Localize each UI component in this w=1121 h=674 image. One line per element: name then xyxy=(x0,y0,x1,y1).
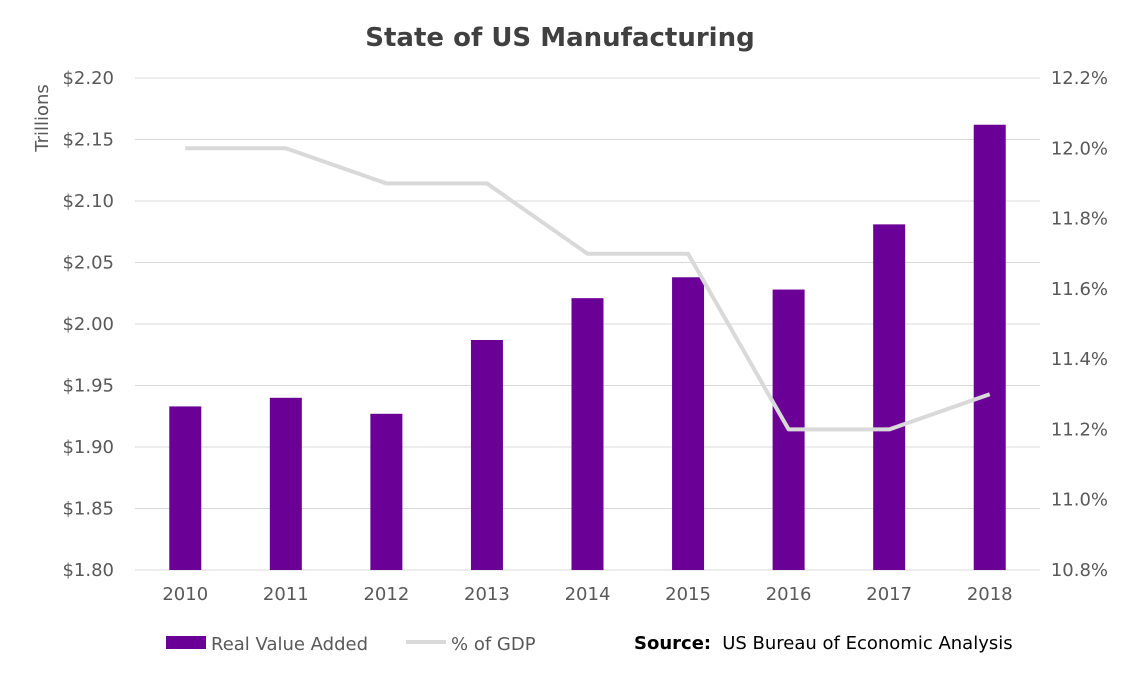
legend-swatch-real-value-added xyxy=(166,636,206,649)
x-axis: 2010 2011 2012 2013 2014 2015 2016 2017 2018 xyxy=(162,584,1012,605)
x-tick-label: 2010 xyxy=(162,584,208,605)
chart-title: State of US Manufacturing xyxy=(365,23,754,53)
bar xyxy=(571,298,604,570)
x-tick-label: 2012 xyxy=(363,584,409,605)
bar xyxy=(370,413,403,570)
y-tick-label-right: 11.4% xyxy=(1051,349,1108,370)
bar-series xyxy=(169,124,1006,571)
bar xyxy=(269,397,302,570)
y-tick-label-left: $2.05 xyxy=(62,253,114,274)
legend: Real Value Added % of GDP xyxy=(166,634,536,655)
bar xyxy=(873,224,906,570)
y-axis-title: Trillions xyxy=(32,84,53,153)
source-note: Source: US Bureau of Economic Analysis xyxy=(634,633,1013,654)
y-tick-label-right: 11.8% xyxy=(1051,209,1108,230)
y-tick-label-right: 12.2% xyxy=(1051,68,1108,89)
y-tick-label-left: $1.95 xyxy=(62,376,114,397)
y-tick-label-left: $2.20 xyxy=(62,68,114,89)
bar xyxy=(672,277,705,570)
y-tick-label-left: $2.15 xyxy=(62,130,114,151)
source-label: Source: xyxy=(634,633,711,654)
x-tick-label: 2014 xyxy=(565,584,611,605)
x-tick-label: 2016 xyxy=(766,584,812,605)
y-tick-label-right: 11.2% xyxy=(1051,419,1108,440)
y-tick-label-left: $1.90 xyxy=(62,437,114,458)
y-tick-label-left: $1.80 xyxy=(62,560,114,581)
bar xyxy=(470,339,503,570)
y-axis-left: $1.80 $1.85 $1.90 $1.95 $2.00 $2.05 $2.10 $2.15… xyxy=(62,68,114,581)
line-series xyxy=(185,146,991,432)
x-tick-label: 2015 xyxy=(665,584,711,605)
legend-label-real-value-added: Real Value Added xyxy=(211,634,368,655)
x-tick-label: 2017 xyxy=(866,584,912,605)
bar xyxy=(169,406,202,570)
source-text: US Bureau of Economic Analysis xyxy=(722,633,1012,654)
y-tick-label-left: $2.10 xyxy=(62,191,114,212)
y-tick-label-right: 10.8% xyxy=(1051,560,1108,581)
y-tick-label-right: 12.0% xyxy=(1051,138,1108,159)
y-tick-label-right: 11.0% xyxy=(1051,490,1108,511)
x-tick-label: 2018 xyxy=(967,584,1013,605)
legend-label-pct-gdp: % of GDP xyxy=(451,634,536,655)
x-tick-label: 2013 xyxy=(464,584,510,605)
y-tick-label-right: 11.6% xyxy=(1051,279,1108,300)
y-tick-label-left: $2.00 xyxy=(62,314,114,335)
y-axis-right: 10.8% 11.0% 11.2% 11.4% 11.6% 11.8% 12.0% 12.2% xyxy=(1051,68,1108,581)
line-path xyxy=(185,146,991,432)
y-tick-label-left: $1.85 xyxy=(62,499,114,520)
bar xyxy=(973,124,1006,571)
x-tick-label: 2011 xyxy=(263,584,309,605)
